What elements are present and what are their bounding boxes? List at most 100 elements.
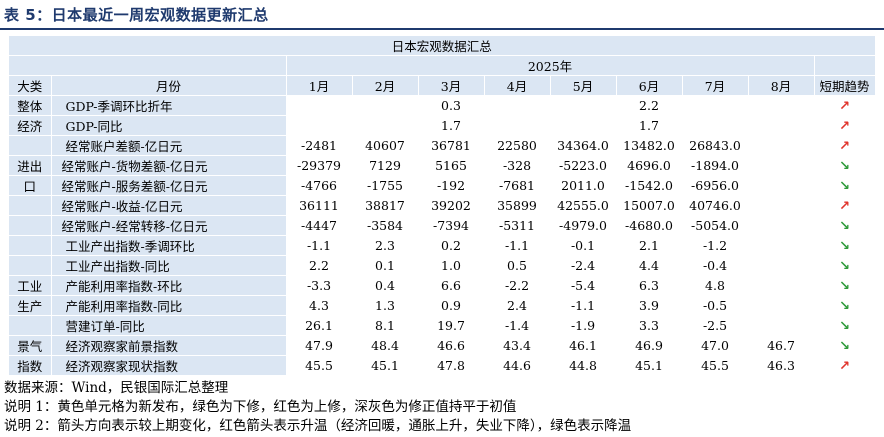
value-cell — [748, 195, 815, 216]
arrow-up-right-icon: ↗ — [839, 198, 851, 214]
row-label: 产能利用率指数-环比 — [51, 275, 287, 296]
value-cell: 1.7 — [616, 115, 683, 136]
table-row: 工业产出指数-同比 2.2 0.1 1.0 0.5 -2.4 4.4 -0.4 ↘ — [9, 255, 876, 276]
value-cell — [550, 115, 617, 136]
month-header-3: 3月 — [418, 75, 485, 96]
note-2: 说明 2：箭头方向表示较上期变化，红色箭头表示升温（经济回暖，通胀上升，失业下降… — [4, 418, 632, 434]
category-cell: 生产 — [9, 295, 52, 316]
value-cell: -4979.0 — [550, 215, 617, 236]
blank-header-right — [814, 55, 876, 76]
value-cell — [748, 275, 815, 296]
month-header-2: 2月 — [352, 75, 419, 96]
month-header: 月份 — [51, 75, 287, 96]
row-label: GDP-季调环比折年 — [51, 95, 287, 116]
value-cell: -5223.0 — [550, 155, 617, 176]
table-caption: 表 5：日本最近一周宏观数据更新汇总 — [4, 6, 269, 24]
value-cell — [286, 115, 353, 136]
value-cell — [748, 135, 815, 156]
arrow-down-right-icon: ↘ — [839, 338, 851, 354]
category-cell: 口 — [9, 175, 52, 196]
value-cell: 47.0 — [682, 335, 749, 356]
value-cell — [748, 155, 815, 176]
value-cell: -7681 — [484, 175, 551, 196]
value-cell: 2.2 — [286, 255, 353, 276]
category-header: 大类 — [9, 75, 52, 96]
month-header-7: 7月 — [682, 75, 749, 96]
value-cell: 4.4 — [616, 255, 683, 276]
table-row: 经济 GDP-同比 1.7 1.7 ↗ — [9, 115, 876, 136]
month-header-8: 8月 — [748, 75, 815, 96]
value-cell: 22580 — [484, 135, 551, 156]
value-cell — [748, 95, 815, 116]
caption-rule — [0, 28, 884, 30]
row-label: 工业产出指数-同比 — [51, 255, 287, 276]
value-cell: -1.1 — [484, 235, 551, 256]
value-cell — [286, 95, 353, 116]
row-label: 经常账户差额-亿日元 — [51, 135, 287, 156]
trend-cell: ↘ — [814, 155, 876, 176]
table-row: 景气 经济观察家前景指数 47.9 48.4 46.6 43.4 46.1 46.9 47.0 4… — [9, 335, 876, 356]
row-label: 经济观察家前景指数 — [51, 335, 287, 356]
value-cell: 39202 — [418, 195, 485, 216]
value-cell: 34364.0 — [550, 135, 617, 156]
value-cell: 36781 — [418, 135, 485, 156]
value-cell: -5311 — [484, 215, 551, 236]
value-cell: 0.4 — [352, 275, 419, 296]
value-cell: -3584 — [352, 215, 419, 236]
table-row: 工业 产能利用率指数-环比 -3.3 0.4 6.6 -2.2 -5.4 6.3 4.8 ↘ — [9, 275, 876, 296]
arrow-down-right-icon: ↘ — [839, 278, 851, 294]
arrow-up-right-icon: ↗ — [839, 118, 851, 134]
value-cell: 46.1 — [550, 335, 617, 356]
value-cell: -2.4 — [550, 255, 617, 276]
value-cell: -2.2 — [484, 275, 551, 296]
category-cell — [9, 315, 52, 336]
category-cell — [9, 235, 52, 256]
value-cell: 7129 — [352, 155, 419, 176]
table-row: 营建订单-同比 26.1 8.1 19.7 -1.4 -1.9 3.3 -2.5 ↘ — [9, 315, 876, 336]
trend-cell: ↘ — [814, 315, 876, 336]
value-cell: -1.1 — [550, 295, 617, 316]
trend-cell: ↘ — [814, 215, 876, 236]
value-cell: 0.2 — [418, 235, 485, 256]
value-cell: 26.1 — [286, 315, 353, 336]
value-cell: 47.9 — [286, 335, 353, 356]
value-cell: -1.9 — [550, 315, 617, 336]
value-cell: 45.5 — [682, 355, 749, 376]
value-cell: -4680.0 — [616, 215, 683, 236]
value-cell: 42555.0 — [550, 195, 617, 216]
value-cell — [748, 175, 815, 196]
arrow-down-right-icon: ↘ — [839, 178, 851, 194]
macro-data-table: 日本宏观数据汇总 2025年 大类 月份 1月 2月 3月 4月 5月 6月 7月 8月 短期趋… — [9, 36, 876, 376]
category-cell — [9, 195, 52, 216]
value-cell: 2011.0 — [550, 175, 617, 196]
row-label: 产能利用率指数-同比 — [51, 295, 287, 316]
category-cell — [9, 215, 52, 236]
value-cell: -7394 — [418, 215, 485, 236]
value-cell — [748, 315, 815, 336]
value-cell — [748, 255, 815, 276]
value-cell: -1.2 — [682, 235, 749, 256]
value-cell — [682, 115, 749, 136]
note-source: 数据来源：Wind，民银国际汇总整理 — [4, 380, 229, 396]
arrow-down-right-icon: ↘ — [839, 218, 851, 234]
row-label: 经济观察家现状指数 — [51, 355, 287, 376]
arrow-down-right-icon: ↘ — [839, 158, 851, 174]
value-cell: 4.3 — [286, 295, 353, 316]
trend-header: 短期趋势 — [814, 75, 876, 96]
trend-cell: ↘ — [814, 295, 876, 316]
table-row: 工业产出指数-季调环比 -1.1 2.3 0.2 -1.1 -0.1 2.1 -1.2 ↘ — [9, 235, 876, 256]
value-cell: 1.0 — [418, 255, 485, 276]
arrow-down-right-icon: ↘ — [839, 238, 851, 254]
category-cell: 整体 — [9, 95, 52, 116]
category-cell — [9, 135, 52, 156]
value-cell: -29379 — [286, 155, 353, 176]
value-cell: 2.4 — [484, 295, 551, 316]
value-cell: 4.8 — [682, 275, 749, 296]
value-cell: 6.3 — [616, 275, 683, 296]
value-cell: -192 — [418, 175, 485, 196]
value-cell: -6956.0 — [682, 175, 749, 196]
trend-cell: ↘ — [814, 275, 876, 296]
month-header-1: 1月 — [286, 75, 353, 96]
value-cell — [748, 115, 815, 136]
value-cell: 15007.0 — [616, 195, 683, 216]
